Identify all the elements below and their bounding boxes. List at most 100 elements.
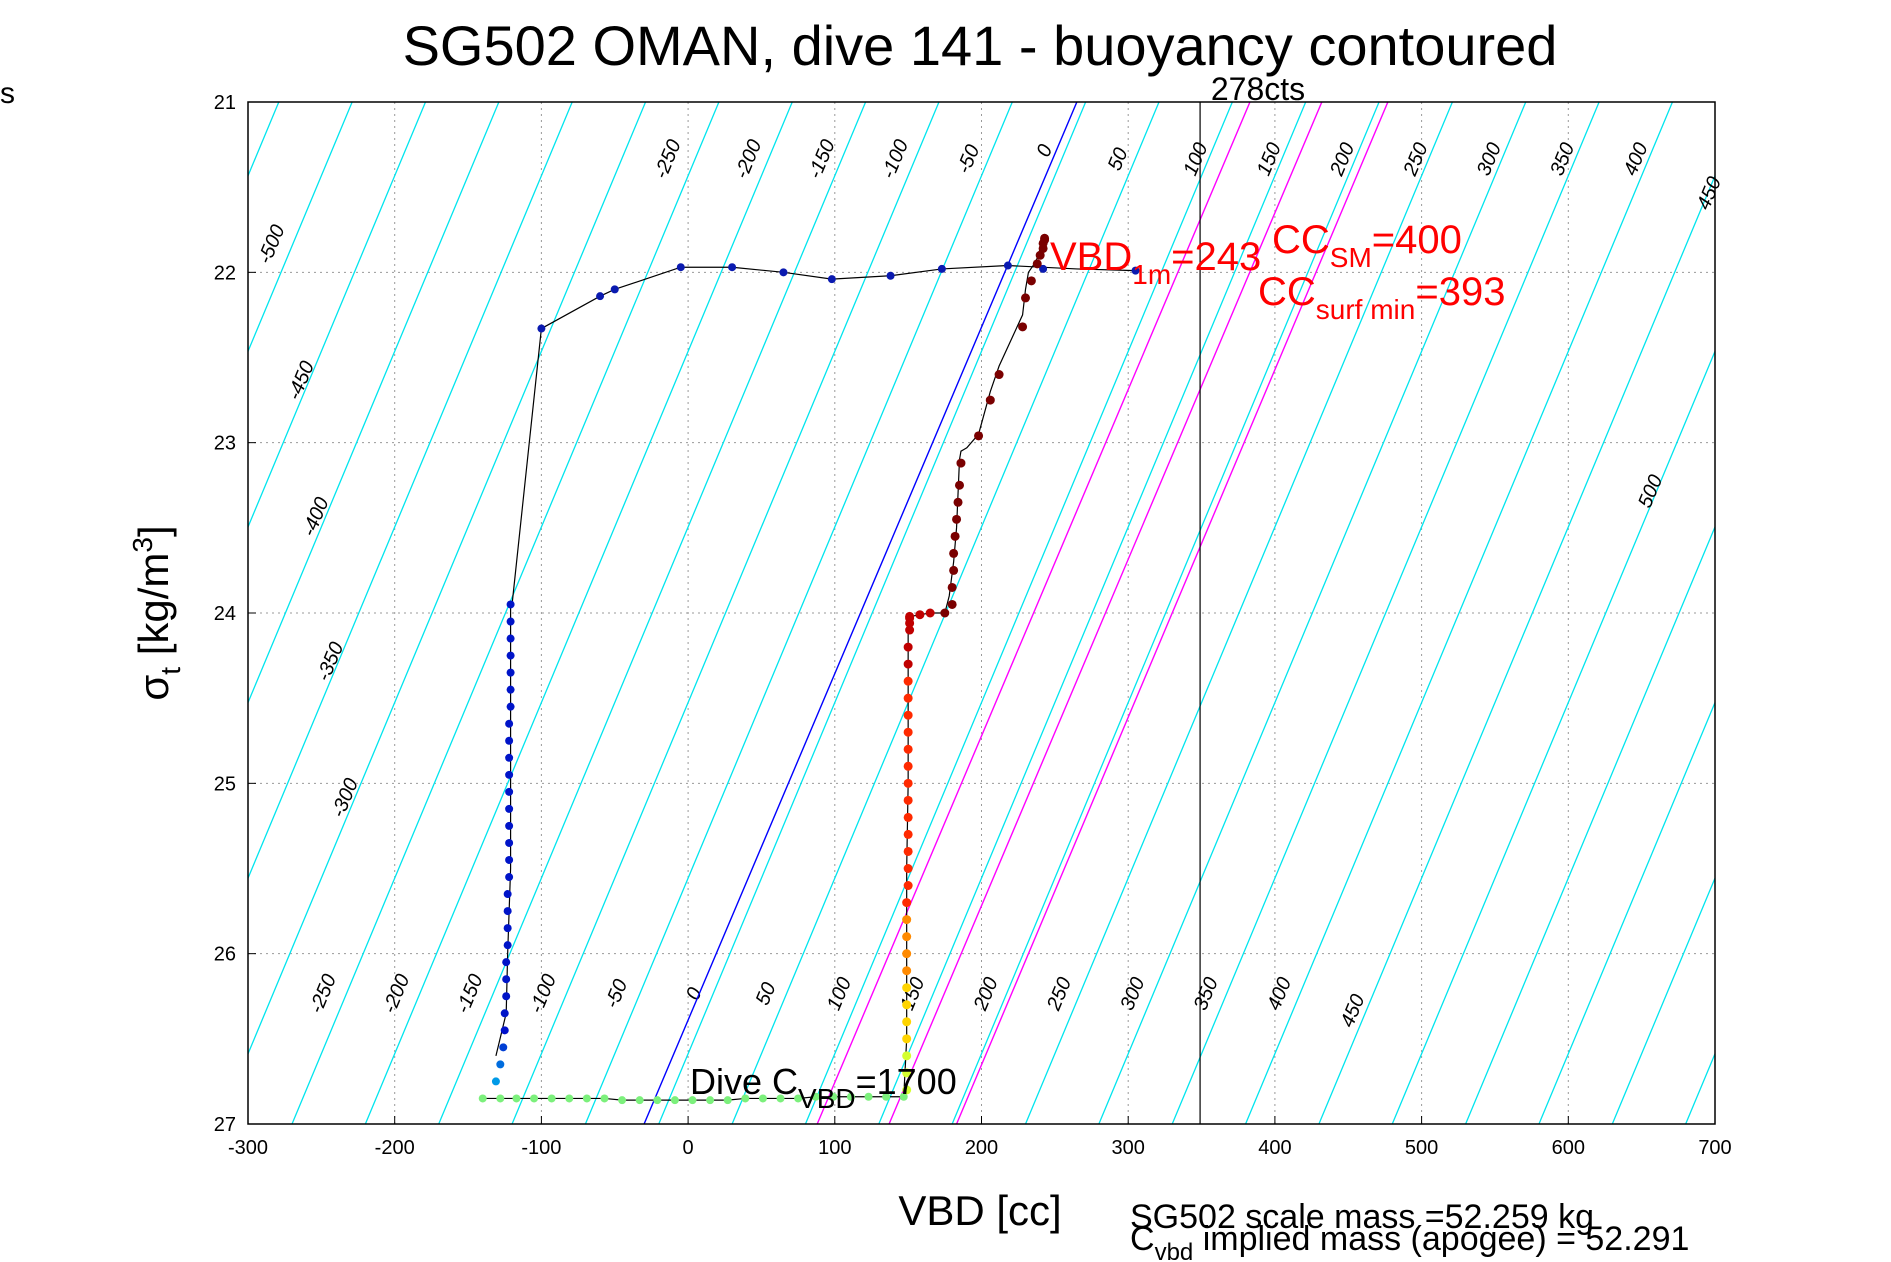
contour-label-top: 250 <box>1399 140 1433 180</box>
dive-point <box>502 958 511 967</box>
annotation-dive-c: Dive CVBD=1700 <box>690 1061 957 1114</box>
climb-point <box>949 565 959 575</box>
dive-point <box>502 975 511 984</box>
ccsm-sub: SM <box>1330 242 1372 273</box>
climb-point <box>903 881 913 891</box>
dive-point <box>506 702 515 711</box>
contour-label-top: 450 <box>1693 174 1726 213</box>
dive-point <box>505 719 514 728</box>
svg-text:CCSM=400: CCSM=400 <box>1272 218 1462 273</box>
contour-label-top: -400 <box>298 494 334 539</box>
climb-point <box>953 497 963 507</box>
contour-line <box>951 102 1380 1124</box>
contour-line <box>1685 1052 1715 1124</box>
x-tick-label: -100 <box>521 1137 561 1159</box>
climb-point <box>903 864 913 873</box>
ref-line-neutral <box>643 102 1078 1124</box>
dive-trace <box>478 233 1140 1105</box>
y-label-close: ] <box>130 525 177 537</box>
dive-point <box>503 924 512 933</box>
contour-line <box>291 102 720 1124</box>
vbd1m-sub: 1m <box>1132 259 1171 290</box>
contour-label-top: 100 <box>1179 140 1212 179</box>
vbd1m-value: =243 <box>1171 235 1261 279</box>
dive-point <box>505 787 514 796</box>
climb-point <box>905 625 915 635</box>
bottom-point <box>478 1094 487 1103</box>
x-axis-label: VBD [cc] <box>898 1187 1061 1234</box>
climb-point <box>902 1034 912 1044</box>
climb-point <box>902 898 912 908</box>
bottom-point <box>741 1094 750 1103</box>
climb-point <box>947 599 957 609</box>
climb-point <box>902 1000 912 1010</box>
climb-point <box>952 514 962 524</box>
y-axis-label: σt [kg/m3] <box>127 525 186 700</box>
climb-point <box>903 659 913 669</box>
ccsurf-value: =393 <box>1415 270 1505 314</box>
climb-point <box>1040 233 1050 243</box>
y-tick-label: 24 <box>214 603 236 625</box>
annotation-ccsurf: CCsurf min=393 <box>1258 270 1505 325</box>
footer-rest: implied mass (apogee) = 52.291 <box>1193 1220 1689 1258</box>
reference-lines <box>643 102 1389 1124</box>
climb-point <box>903 744 913 754</box>
climb-point <box>902 932 912 942</box>
contour-label-top: 300 <box>1473 140 1506 179</box>
dive-c-main: Dive C <box>690 1061 798 1102</box>
climb-point <box>1026 276 1036 286</box>
dive-point <box>503 907 512 916</box>
footer-implied-mass: Cvbd implied mass (apogee) = 52.291 <box>1130 1220 1689 1262</box>
ref-line-magenta <box>816 102 1251 1124</box>
dive-point <box>505 804 514 813</box>
contour-line <box>1171 102 1600 1124</box>
dive-point <box>502 992 511 1001</box>
ccsurf-main: CC <box>1258 270 1316 314</box>
climb-point <box>903 812 913 822</box>
contour-label-bottom: -150 <box>452 971 488 1016</box>
surface-point <box>676 263 685 272</box>
x-tick-label: 100 <box>818 1137 851 1159</box>
contour-label-top: -250 <box>650 137 686 182</box>
dive-point <box>506 668 515 677</box>
climb-point <box>954 480 964 490</box>
climb-point <box>1021 293 1031 303</box>
climb-point <box>903 693 913 703</box>
climb-point <box>903 795 913 805</box>
footer-scale-mass: SG502 scale mass =52.259 kg <box>1130 1198 1594 1236</box>
climb-point <box>925 608 935 618</box>
dive-point <box>505 753 514 762</box>
climb-point <box>1032 259 1042 269</box>
surface-point <box>937 264 946 273</box>
x-tick-label: -200 <box>375 1137 415 1159</box>
climb-point <box>903 761 913 771</box>
x-tick-label: 600 <box>1552 1137 1585 1159</box>
bottom-point <box>600 1094 609 1103</box>
bottom-point <box>899 1092 908 1101</box>
bottom-point <box>653 1096 662 1105</box>
bottom-point <box>582 1094 591 1103</box>
ccsurf-sub: surf min <box>1316 294 1416 325</box>
bottom-point <box>829 1092 838 1101</box>
climb-point <box>905 611 915 621</box>
climb-point <box>902 966 912 976</box>
dive-point <box>506 634 515 643</box>
climb-point <box>903 710 913 720</box>
bottom-point <box>723 1096 732 1105</box>
contour-label-bottom: 0 <box>682 985 707 1004</box>
ref-line-magenta <box>955 102 1389 1124</box>
dive-c-value: =1700 <box>856 1061 957 1102</box>
climb-point <box>902 983 912 993</box>
grid <box>247 101 1716 1125</box>
y-label-sup: 3 <box>127 537 158 553</box>
climb-point <box>903 642 913 652</box>
contour-label-bottom: 400 <box>1263 974 1296 1013</box>
contour-line <box>1244 102 1674 1124</box>
ccsm-value: =400 <box>1372 218 1462 262</box>
surface-point <box>596 292 605 301</box>
climb-point <box>903 846 913 856</box>
dive-point <box>506 617 515 626</box>
contour-label-bottom: 50 <box>752 979 781 1008</box>
y-tick-label: 27 <box>214 1114 236 1136</box>
bottom-point <box>530 1094 539 1103</box>
